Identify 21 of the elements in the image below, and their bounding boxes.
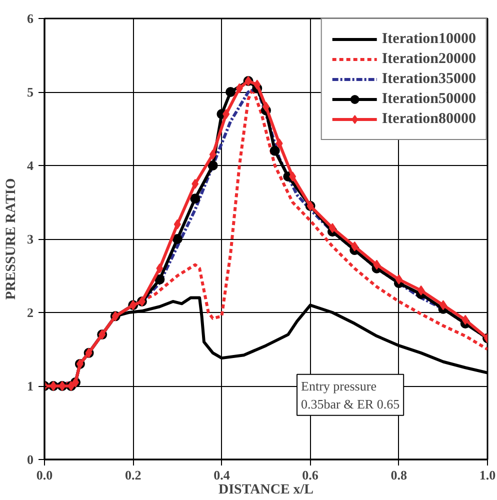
y-tick-label: 6: [27, 11, 34, 26]
y-tick-label: 2: [27, 305, 34, 320]
y-axis-title: PRESSURE RATIO: [4, 178, 19, 300]
x-tick-label: 0.4: [214, 468, 230, 482]
legend-label: Iteration35000: [382, 70, 476, 88]
x-tick-label: 0.0: [36, 468, 53, 482]
y-tick-label: 1: [27, 378, 34, 394]
legend-label: Iteration10000: [382, 30, 476, 48]
x-tick-label: 0.8: [390, 468, 408, 482]
legend-label: Iteration50000: [382, 90, 476, 108]
legend-label: Iteration20000: [382, 50, 476, 68]
annotation: Entry pressure 0.35bar & ER 0.65: [301, 378, 400, 412]
y-tick-label: 5: [27, 84, 34, 100]
x-tick-label: 0.2: [124, 468, 142, 482]
legend-label: Iteration80000: [382, 110, 476, 128]
x-axis-title: DISTANCE x/L: [218, 482, 314, 498]
x-tick-label: 0.6: [302, 468, 319, 482]
x-tick-label: 1.0: [479, 468, 496, 482]
y-tick-label: 4: [27, 158, 34, 173]
y-tick-label: 0: [27, 452, 34, 467]
y-tick-label: 3: [27, 232, 34, 246]
